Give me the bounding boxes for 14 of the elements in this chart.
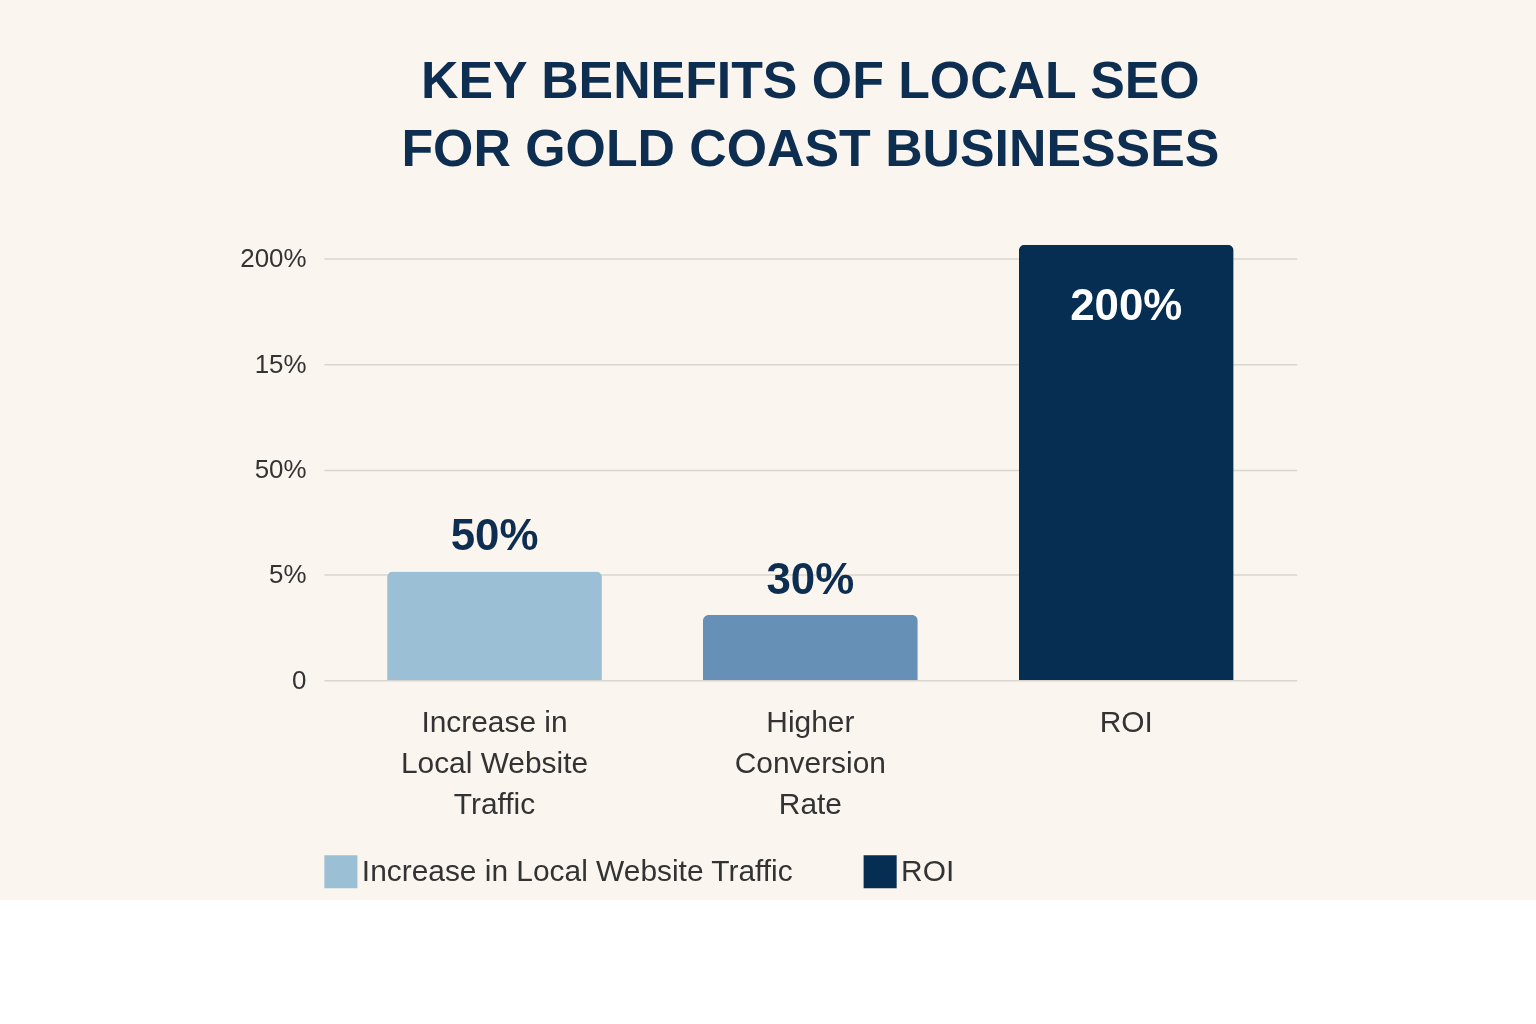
chart-title: KEY BENEFITS OF LOCAL SEO FOR GOLD COAST BUSINESSES: [401, 51, 1220, 177]
x-tick-label: Higher Conversion Rate: [734, 705, 886, 820]
text: 0: [292, 665, 307, 694]
data-label: 200%: [1070, 279, 1183, 329]
x-tick-label: Increase in Local Website Traffic: [400, 705, 589, 820]
data-label: 50%: [450, 510, 539, 560]
legend-label: Increase in Local Website Traffic: [361, 853, 793, 887]
x-tick-label: ROI: [1099, 705, 1153, 739]
text: 5%: [269, 560, 307, 589]
legend-label: ROI: [901, 853, 955, 887]
text: 50%: [254, 454, 307, 483]
text: 15%: [254, 349, 307, 378]
text: 200%: [240, 244, 307, 273]
data-label: 30%: [766, 554, 855, 603]
